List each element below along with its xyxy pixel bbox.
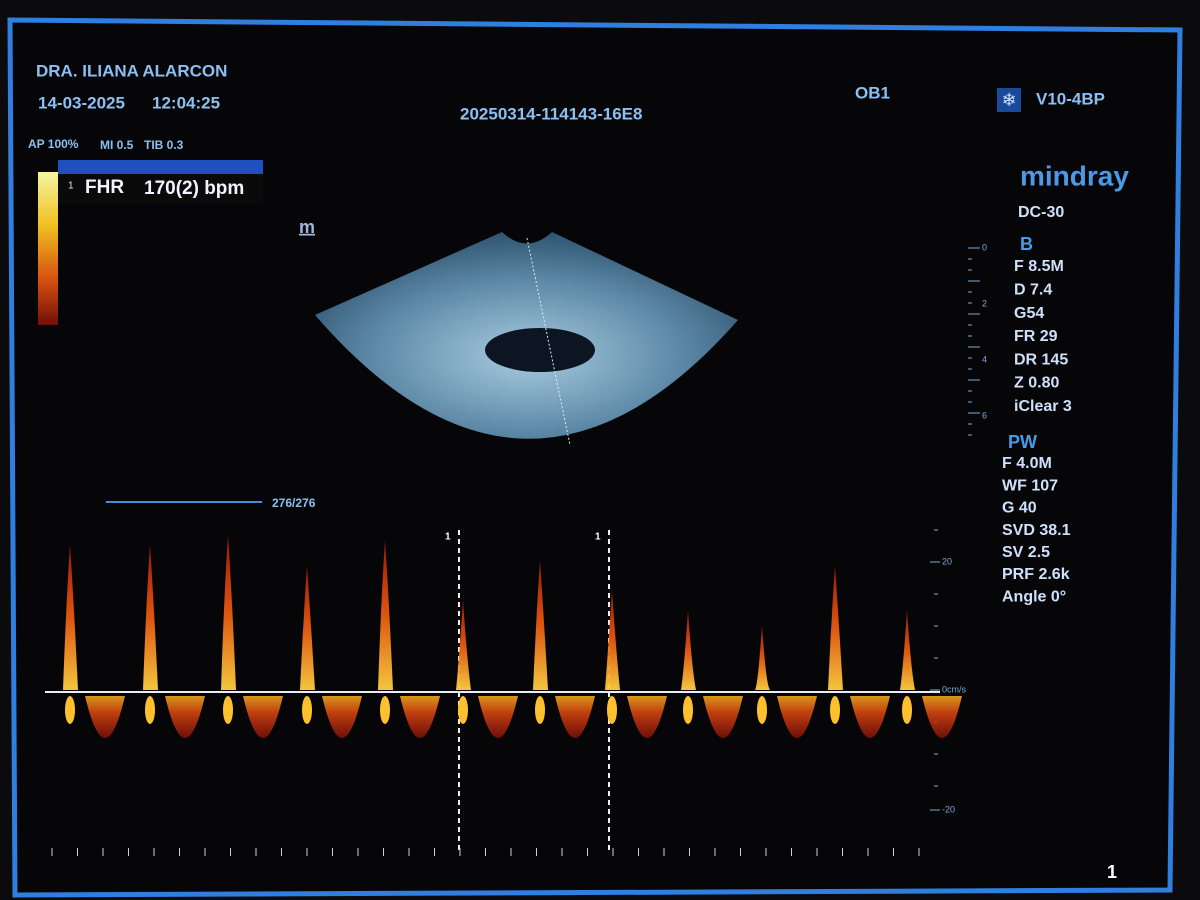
- spectrum-upstroke: [755, 625, 770, 690]
- spectrum-downstroke: [85, 696, 125, 738]
- measure-box: [58, 174, 263, 204]
- cursor-label: 1: [595, 532, 601, 543]
- pw-param: WF 107: [1002, 477, 1058, 494]
- b-mode-param: Z 0.80: [1014, 375, 1059, 392]
- b-mode-param: DR 145: [1014, 351, 1068, 368]
- measure-value: 170(2) bpm: [144, 178, 244, 199]
- spectrum-dot: [380, 696, 390, 724]
- spectrum-upstroke: [533, 560, 548, 690]
- spectrum-dot: [607, 696, 617, 724]
- b-mode-param: F 8.5M: [1014, 258, 1064, 275]
- spectrum-upstroke: [456, 600, 471, 690]
- probe: V10-4BP: [1036, 89, 1105, 108]
- spectrum-upstroke: [900, 610, 915, 690]
- acoustic-mi: MI 0.5: [100, 138, 134, 152]
- spectrum-upstroke: [605, 590, 620, 690]
- spectrum-downstroke: [478, 696, 518, 738]
- spectrum-upstroke: [378, 540, 393, 690]
- spectrum-downstroke: [243, 696, 283, 738]
- pw-param: SVD 38.1: [1002, 522, 1071, 539]
- velocity-label: 0cm/s: [942, 684, 967, 694]
- b-mode-param: FR 29: [1014, 328, 1058, 345]
- depth-label: 4: [982, 354, 987, 364]
- spectrum-upstroke: [300, 565, 315, 690]
- b-mode-param: G54: [1014, 305, 1044, 322]
- doppler-cursor-line: [526, 237, 571, 446]
- time: 12:04:25: [152, 93, 220, 112]
- spectrum-downstroke: [922, 696, 962, 738]
- acoustic-ap: AP 100%: [28, 137, 79, 151]
- spectrum-dot: [302, 696, 312, 724]
- color-bar: [38, 172, 58, 325]
- spectrum-downstroke: [777, 696, 817, 738]
- velocity-label: 20: [942, 556, 952, 566]
- acoustic-tib: TIB 0.3: [144, 138, 184, 152]
- b-mode-param: D 7.4: [1014, 282, 1052, 299]
- spectrum-dot: [65, 696, 75, 724]
- spectrum-upstroke: [221, 535, 236, 690]
- pw-param: G 40: [1002, 500, 1037, 517]
- operator: DRA. ILIANA ALARCON: [36, 61, 227, 80]
- spectrum-downstroke: [703, 696, 743, 738]
- exam-id: 20250314-114143-16E8: [460, 104, 642, 123]
- velocity-label: -20: [942, 804, 955, 814]
- spectrum-downstroke: [322, 696, 362, 738]
- measure-header-bar: [58, 160, 263, 174]
- spectrum-dot: [902, 696, 912, 724]
- freeze-glyph: ❄: [1001, 90, 1016, 110]
- image-marker: m: [299, 217, 315, 237]
- depth-label: 2: [982, 298, 987, 308]
- freeze-icon: [997, 88, 1021, 112]
- pw-param: PRF 2.6k: [1002, 566, 1070, 583]
- spectrum-dot: [757, 696, 767, 724]
- brand: mindray: [1020, 160, 1129, 191]
- pw-title: PW: [1008, 432, 1037, 452]
- measure-index: 1: [68, 181, 74, 192]
- measure-label: FHR: [85, 177, 124, 198]
- spectrum-downstroke: [627, 696, 667, 738]
- depth-label: 6: [982, 410, 987, 420]
- pw-param: SV 2.5: [1002, 544, 1050, 561]
- date: 14-03-2025: [38, 93, 125, 112]
- model: DC-30: [1018, 204, 1064, 221]
- spectrum-dot: [535, 696, 545, 724]
- spectrum-downstroke: [555, 696, 595, 738]
- spectrum-downstroke: [850, 696, 890, 738]
- pw-param: Angle 0°: [1002, 588, 1066, 605]
- spectrum-downstroke: [400, 696, 440, 738]
- depth-label: 0: [982, 242, 987, 252]
- spectrum-dot: [683, 696, 693, 724]
- page-number: 1: [1107, 862, 1117, 882]
- spectrum-downstroke: [165, 696, 205, 738]
- spectrum-upstroke: [828, 565, 843, 690]
- spectrum-upstroke: [681, 610, 696, 690]
- sweep: 276/276: [272, 496, 316, 510]
- gestational-sac: [485, 328, 595, 372]
- b-mode-param: iClear 3: [1014, 398, 1072, 415]
- preset: OB1: [855, 83, 890, 102]
- spectrum-upstroke: [143, 545, 158, 690]
- b-mode-title: B: [1020, 234, 1033, 254]
- spectrum-dot: [223, 696, 233, 724]
- spectrum-dot: [145, 696, 155, 724]
- spectrum-dot: [830, 696, 840, 724]
- cursor-label: 1: [445, 532, 451, 543]
- pw-param: F 4.0M: [1002, 455, 1052, 472]
- spectrum-dot: [458, 696, 468, 724]
- spectrum-upstroke: [63, 545, 78, 690]
